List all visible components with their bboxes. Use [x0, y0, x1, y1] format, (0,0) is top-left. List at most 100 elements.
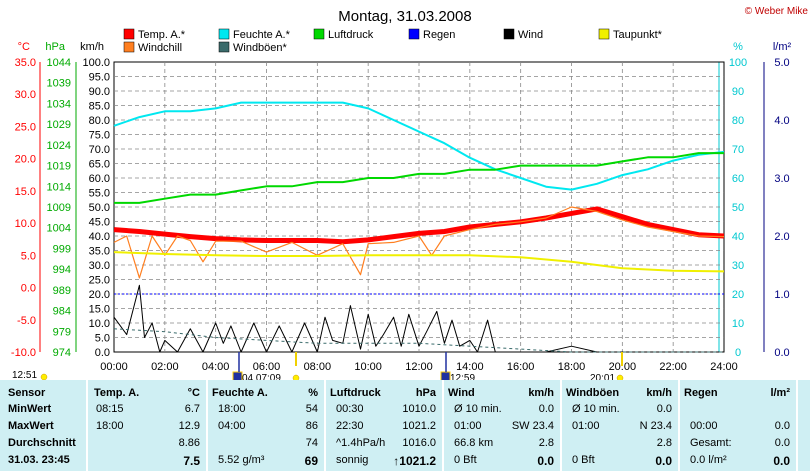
x-tick-label: 22:00 [659, 361, 687, 373]
feuchte-value: 69 [304, 454, 318, 468]
boen-value: N 23.4 [639, 420, 672, 432]
feuchte-value: 54 [305, 403, 318, 415]
kmh-tick-label: 75.0 [89, 130, 110, 142]
x-tick-label: 10:00 [354, 361, 382, 373]
feuchte-value: 86 [305, 420, 318, 432]
luft-time: sonnig [336, 454, 369, 466]
hpa-tick-label: 1034 [47, 98, 71, 110]
series-line [113, 251, 725, 273]
kmh-tick-label: 55.0 [89, 188, 110, 200]
x-tick-label: 08:00 [304, 361, 332, 373]
wind-unit: km/h [528, 387, 554, 399]
wind-value: 2.8 [538, 437, 554, 449]
legend-swatch [598, 28, 610, 40]
legend-label: Taupunkt* [613, 29, 663, 41]
wind-value: 0.0 [537, 454, 554, 468]
legend-label: Regen [423, 29, 455, 41]
rain-tick-label: 1.0 [774, 289, 789, 301]
wind-value: 0.0 [538, 403, 554, 415]
x-tick-label: 16:00 [507, 361, 535, 373]
temp-time: 08:15 [96, 403, 124, 415]
kmh-tick-label: 0.0 [95, 347, 110, 359]
hpa-tick-label: 1004 [47, 223, 71, 235]
boen-unit: km/h [646, 387, 672, 399]
hpa-unit-label: hPa [45, 41, 65, 53]
regen-value: 0.0 [773, 454, 790, 468]
celsius-tick-label: -5.0 [17, 315, 36, 327]
luft-time: ^1.4hPa/h [336, 437, 386, 449]
sun-icon [40, 373, 48, 380]
kmh-tick-label: 15.0 [89, 304, 110, 316]
regen-time: Gesamt: [690, 437, 732, 449]
wind-time: 0 Bft [454, 454, 477, 466]
luft-value: ↑1021.2 [393, 454, 436, 468]
kmh-tick-label: 10.0 [89, 318, 110, 330]
pct-tick-label: 100 [729, 57, 747, 69]
boen-header: Windböen [566, 387, 620, 399]
luft-value: 1021.2 [402, 420, 436, 432]
x-tick-label: 00:00 [100, 361, 128, 373]
pct-unit-label: % [733, 41, 743, 53]
time-marker-label: 20:01 [590, 373, 615, 380]
x-tick-label: 24:00 [710, 361, 738, 373]
series-line [113, 206, 725, 245]
kmh-tick-label: 20.0 [89, 289, 110, 301]
kmh-tick-label: 90.0 [89, 86, 110, 98]
hpa-tick-label: 994 [53, 264, 71, 276]
chart-series [113, 101, 725, 353]
celsius-tick-label: 25.0 [15, 121, 36, 133]
pct-tick-label: 50 [732, 202, 744, 214]
luft-value: 1010.0 [402, 403, 436, 415]
kmh-tick-label: 35.0 [89, 246, 110, 258]
celsius-tick-label: 0.0 [21, 283, 36, 295]
luft-time: 22:30 [336, 420, 364, 432]
hpa-tick-label: 1029 [47, 119, 71, 131]
legend-swatch [218, 28, 230, 40]
row-label: 31.03. 23:45 [8, 454, 70, 466]
wind-time: Ø 10 min. [454, 403, 502, 415]
copyright-label: © Weber Mike [745, 6, 809, 17]
regen-unit: l/m² [770, 387, 790, 399]
rain-unit-label: l/m² [773, 41, 792, 53]
feuchte-time: 5.52 g/m³ [218, 454, 265, 466]
pct-tick-label: 60 [732, 173, 744, 185]
x-tick-label: 14:00 [456, 361, 484, 373]
feuchte-header: Feuchte A. [212, 387, 268, 399]
kmh-unit-label: km/h [80, 41, 104, 53]
weather-chart: Montag, 31.03.2008 © Weber Mike Temp. A.… [11, 6, 809, 380]
boen-time: 0 Bft [572, 454, 595, 466]
rain-tick-label: 3.0 [774, 173, 789, 185]
regen-value: 0.0 [774, 420, 790, 432]
kmh-tick-label: 5.0 [95, 333, 110, 345]
luft-unit: hPa [415, 387, 436, 399]
celsius-tick-label: -10.0 [11, 347, 36, 359]
rain-tick-label: 2.0 [774, 231, 789, 243]
x-tick-label: 04:00 [202, 361, 230, 373]
hpa-tick-label: 1019 [47, 161, 71, 173]
temp-time: 18:00 [96, 420, 124, 432]
series-line [113, 328, 724, 353]
kmh-tick-label: 60.0 [89, 173, 110, 185]
pct-tick-label: 10 [732, 318, 744, 330]
time-marker-label: 12:59 [450, 373, 475, 380]
legend-label: Wind [518, 29, 543, 41]
regen-time: 00:00 [690, 420, 718, 432]
time-marker-label: 04 07:09 [242, 373, 281, 380]
kmh-tick-label: 100.0 [82, 57, 110, 69]
pct-tick-label: 40 [732, 231, 744, 243]
kmh-tick-label: 95.0 [89, 72, 110, 84]
legend-swatch [503, 28, 515, 40]
pct-tick-label: 20 [732, 289, 744, 301]
pct-tick-label: 90 [732, 86, 744, 98]
hpa-tick-label: 984 [53, 306, 71, 318]
pct-tick-label: 80 [732, 115, 744, 127]
hpa-tick-label: 1024 [47, 140, 71, 152]
x-tick-label: 18:00 [558, 361, 586, 373]
rain-tick-label: 0.0 [774, 347, 789, 359]
legend-swatch [313, 28, 325, 40]
luft-value: 1016.0 [402, 437, 436, 449]
regen-header: Regen [684, 387, 718, 399]
hpa-tick-label: 979 [53, 326, 71, 338]
series-line [114, 152, 724, 204]
series-line [113, 101, 725, 191]
